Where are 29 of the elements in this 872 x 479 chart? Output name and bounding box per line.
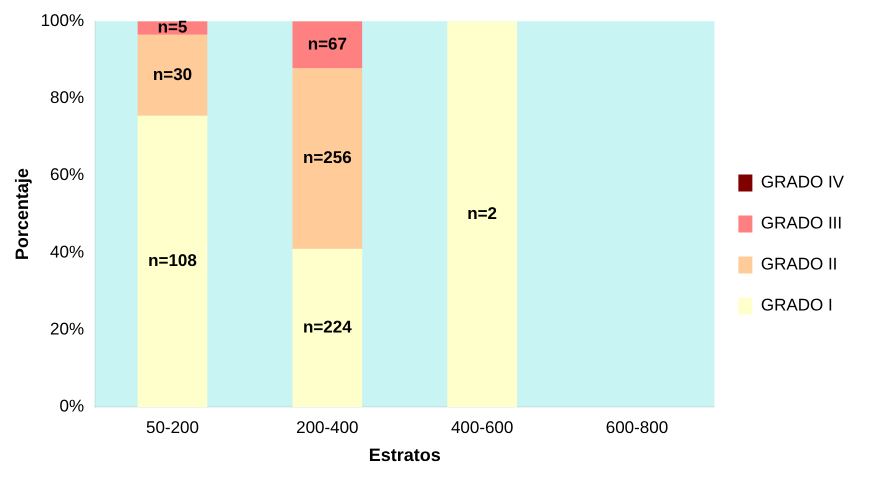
y-tick-label: 80% bbox=[50, 88, 84, 108]
x-tick-label: 200-400 bbox=[296, 418, 359, 437]
x-axis-title: Estratos bbox=[368, 445, 441, 466]
annotation: n=30 bbox=[152, 64, 192, 84]
legend-label: GRADO I bbox=[760, 296, 833, 315]
annotation: n=256 bbox=[302, 148, 352, 168]
bar bbox=[292, 248, 362, 407]
legend-label: GRADO IV bbox=[760, 172, 845, 192]
y-tick-label: 0% bbox=[60, 396, 84, 416]
annotation: n=108 bbox=[148, 251, 197, 270]
bar bbox=[138, 116, 208, 407]
annotation: n=67 bbox=[308, 34, 347, 54]
legend-label: GRADO III bbox=[760, 214, 842, 233]
bar bbox=[292, 21, 362, 68]
bar bbox=[292, 68, 362, 249]
x-tick-label: 50-200 bbox=[146, 418, 199, 437]
bar bbox=[138, 34, 208, 116]
y-tick-label: 60% bbox=[50, 165, 84, 184]
y-tick-label: 100% bbox=[40, 10, 84, 30]
bar bbox=[447, 21, 517, 407]
legend-label: GRADO II bbox=[760, 254, 838, 274]
y-tick-label: 20% bbox=[50, 320, 84, 339]
annotation: n=5 bbox=[158, 18, 188, 37]
x-tick-label: 400-600 bbox=[450, 418, 514, 437]
y-axis-title: Porcentaje bbox=[12, 168, 32, 260]
x-tick-label: 600-800 bbox=[606, 418, 668, 437]
annotation: n=2 bbox=[467, 204, 498, 223]
annotation: n=224 bbox=[302, 318, 352, 337]
y-tick-label: 40% bbox=[50, 242, 84, 262]
